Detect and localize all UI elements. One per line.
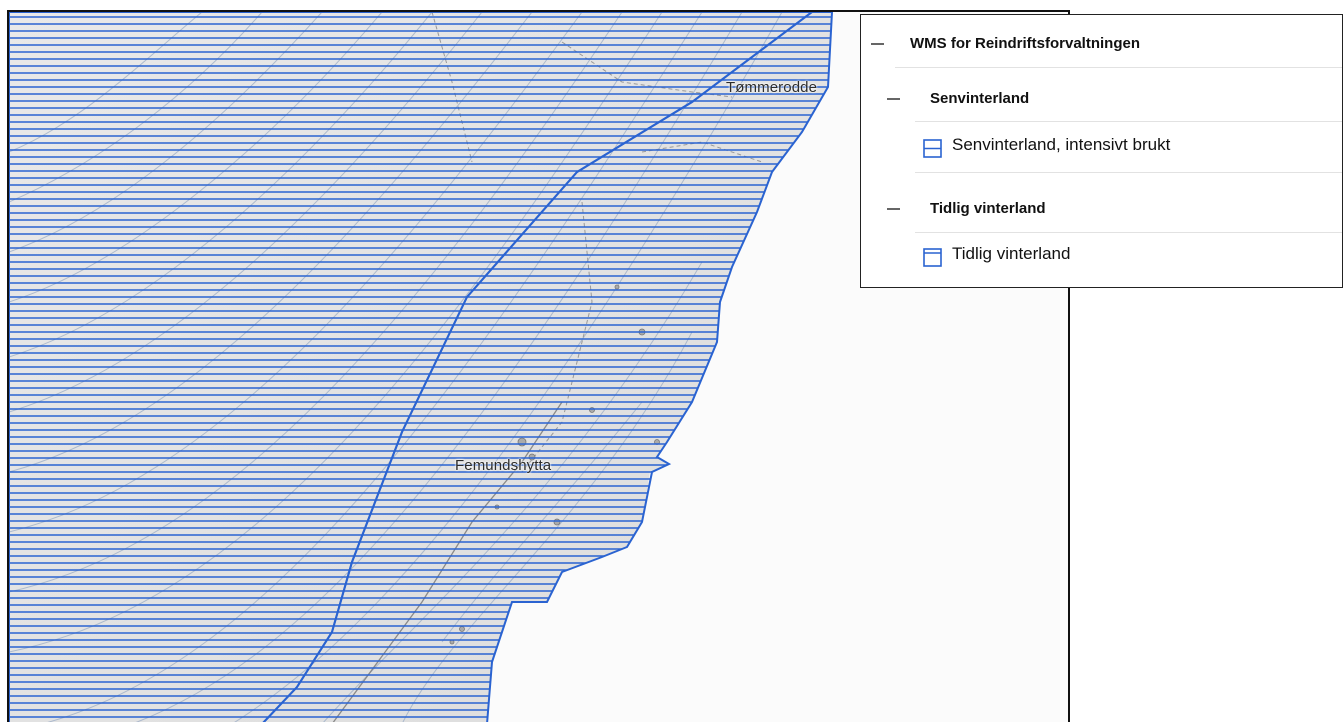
- hatched-polygon-swatch-icon: [923, 139, 942, 158]
- legend-divider: [915, 232, 1342, 233]
- place-label-tommerodde: Tømmerodde: [726, 79, 818, 96]
- collapse-minus-icon[interactable]: [871, 42, 884, 45]
- legend-item-label: Senvinterland, intensivt brukt: [952, 134, 1171, 154]
- collapse-minus-icon[interactable]: [887, 207, 900, 210]
- legend-item-tidlig-vinterland[interactable]: Tidlig vinterland: [923, 240, 1070, 267]
- legend-root-label: WMS for Reindriftsforvaltningen: [910, 35, 1140, 52]
- collapse-minus-icon[interactable]: [887, 97, 900, 100]
- legend-item-label: Tidlig vinterland: [952, 243, 1071, 263]
- legend-divider: [895, 67, 1342, 68]
- legend-root-row[interactable]: WMS for Reindriftsforvaltningen: [871, 35, 1140, 52]
- legend-group-label: Tidlig vinterland: [930, 200, 1046, 217]
- legend-panel: WMS for Reindriftsforvaltningen Senvinte…: [860, 14, 1343, 288]
- legend-item-senvinterland-intensivt[interactable]: Senvinterland, intensivt brukt: [923, 131, 1170, 158]
- legend-group-tidlig-vinterland[interactable]: Tidlig vinterland: [887, 200, 1046, 217]
- legend-group-senvinterland[interactable]: Senvinterland: [887, 90, 1029, 107]
- legend-divider: [915, 172, 1342, 173]
- place-label-femundshytta: Femundshytta: [455, 457, 552, 474]
- legend-group-label: Senvinterland: [930, 90, 1030, 107]
- outlined-polygon-swatch-icon: [923, 248, 942, 267]
- polygon-senvinterland-intensivt[interactable]: [262, 12, 834, 722]
- legend-divider: [915, 121, 1342, 122]
